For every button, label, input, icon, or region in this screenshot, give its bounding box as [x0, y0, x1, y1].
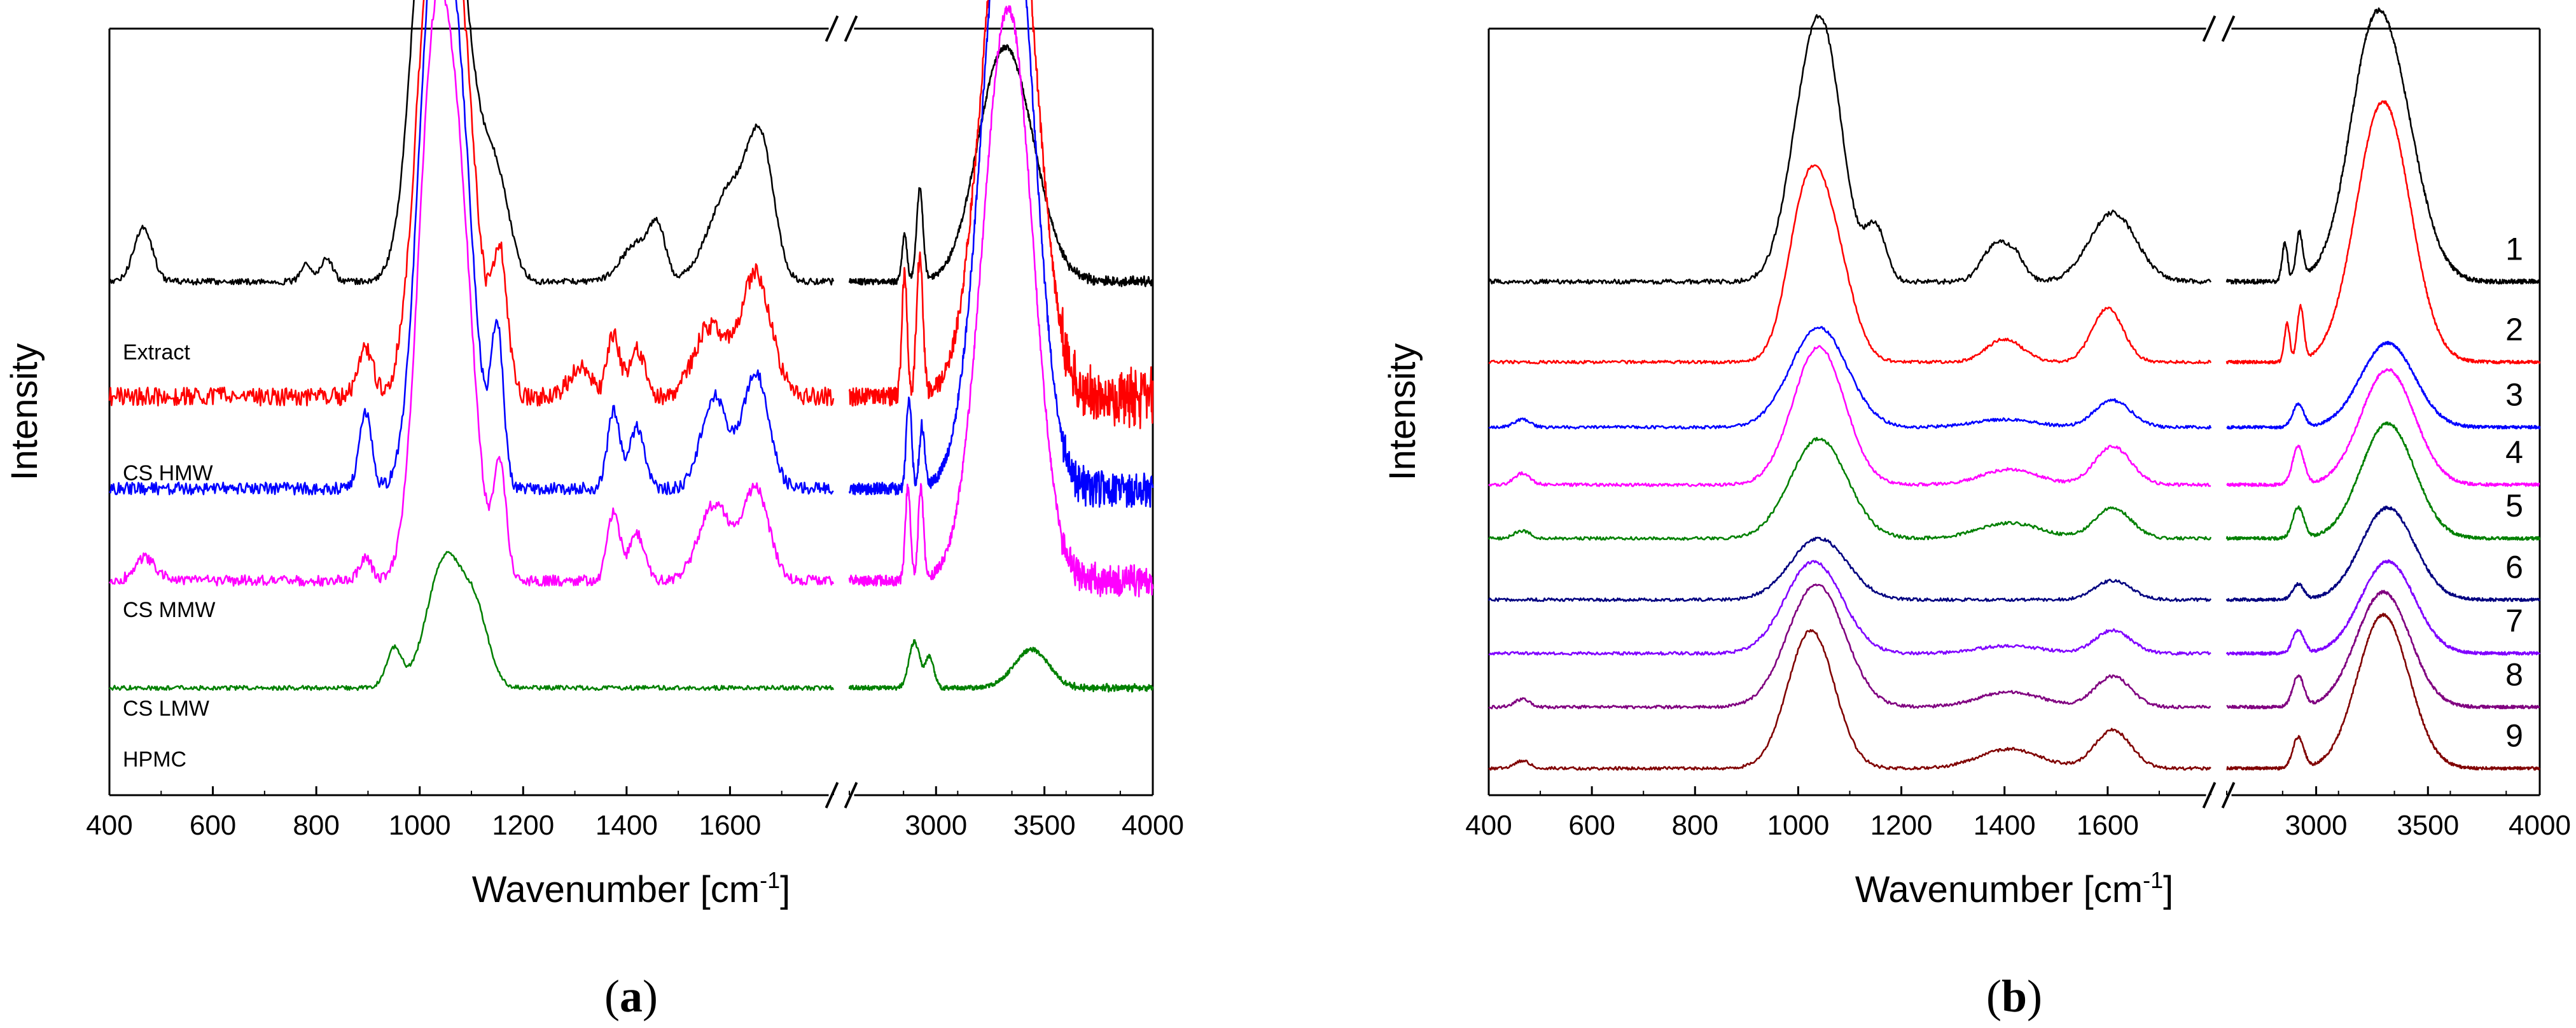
series-label: CS MMW: [123, 598, 215, 622]
series-3: 3: [1488, 326, 2541, 430]
series-label: CS HMW: [123, 461, 213, 485]
series-line: [1487, 536, 2212, 602]
plot-frame: [1487, 27, 2541, 796]
series-number-label: 3: [2505, 377, 2523, 412]
series-number-label: 6: [2505, 550, 2523, 585]
panel-label: (b): [1986, 971, 2042, 1022]
series-2: 2: [1488, 100, 2541, 365]
x-axis-title: Wavenumber [cm-1]: [472, 867, 790, 910]
series-hpmc: HPMC: [108, 551, 1154, 772]
series-line: [2225, 421, 2541, 541]
x-tick-label: 600: [1568, 810, 1615, 841]
series-line: [848, 0, 1154, 508]
axis-break-top: [2202, 15, 2236, 42]
series-line: [2225, 100, 2541, 365]
series-line: [1488, 164, 2212, 365]
series-7: 7: [1488, 559, 2541, 656]
series-line: [848, 639, 1154, 693]
series-1: 1: [1487, 7, 2541, 285]
series-line: [1488, 583, 2211, 710]
y-axis-title: Intensity: [1382, 344, 1423, 481]
x-tick-label: 600: [190, 810, 236, 841]
axis-break-bottom: [825, 782, 858, 809]
series-line: [1487, 14, 2212, 285]
y-axis-title: Intensity: [4, 344, 45, 481]
series-8: 8: [1488, 583, 2540, 710]
series-line: [108, 0, 835, 406]
series-number-label: 1: [2505, 231, 2523, 267]
series-line: [1487, 436, 2212, 541]
x-tick-label: 1400: [1974, 810, 2036, 841]
panel-b-chart: 400 600 800 1000 1200 1400 1600 3000 3500 4000 Wav…: [1382, 7, 2571, 1022]
x-tick-label: 3000: [905, 810, 967, 841]
series-6: 6: [1487, 505, 2541, 602]
series-label: CS LMW: [123, 697, 209, 721]
x-tick-label: 1000: [389, 810, 451, 841]
series-line: [1488, 560, 2211, 656]
panel-a-chart: 400 600 800 1000 1200 1400 1600 3000 3500 4000 Wav…: [4, 0, 1184, 1022]
x-tick-label: 1400: [595, 810, 658, 841]
series-line: [2226, 613, 2541, 771]
series-line: [2226, 590, 2540, 710]
x-tick-label: 1200: [492, 810, 554, 841]
series-line: [2225, 559, 2541, 656]
series-line: [109, 0, 834, 496]
series-line: [848, 0, 1154, 429]
series-extract: Extract: [108, 0, 1154, 365]
x-tick-label: 1600: [699, 810, 761, 841]
series-line: [1488, 629, 2211, 771]
series-line: [848, 5, 1154, 598]
series-number-label: 9: [2505, 718, 2523, 754]
x-tick-label: 4000: [1122, 810, 1184, 841]
series-9: 9: [1488, 613, 2541, 771]
x-tick-label: 800: [293, 810, 339, 841]
series-line: [1488, 345, 2211, 487]
x-tick-label: 400: [86, 810, 132, 841]
series-5: 5: [1487, 421, 2541, 541]
panel-label: (a): [604, 971, 658, 1022]
series-number-label: 8: [2505, 656, 2523, 692]
axis-break-bottom: [2202, 782, 2236, 809]
series-line: [109, 0, 835, 587]
series-line: [2226, 340, 2541, 430]
series-number-label: 2: [2505, 312, 2523, 347]
series-line: [2225, 505, 2541, 602]
series-line: [2226, 368, 2540, 487]
axis-break-top: [825, 15, 858, 42]
series-4: 4: [1488, 345, 2540, 487]
x-axis-title: Wavenumber [cm-1]: [1855, 867, 2173, 910]
x-tick-label: 3000: [2285, 810, 2348, 841]
x-tick-label: 1200: [1870, 810, 1933, 841]
series-number-label: 4: [2505, 434, 2523, 470]
x-tick-label: 800: [1672, 810, 1718, 841]
x-tick-label: 1600: [2077, 810, 2139, 841]
x-tick-label: 400: [1465, 810, 1512, 841]
series-line: [2225, 7, 2541, 285]
x-tick-label: 3500: [1013, 810, 1076, 841]
series-line: [108, 551, 835, 691]
series-label: HPMC: [123, 747, 186, 772]
series-line: [108, 0, 835, 286]
x-tick-label: 4000: [2509, 810, 2571, 841]
series-label: Extract: [123, 340, 190, 365]
series-number-label: 5: [2505, 488, 2523, 524]
series-number-label: 7: [2505, 603, 2523, 639]
series-cs-hmw: CS HMW: [108, 0, 1154, 485]
series-cs-mmw: CS MMW: [109, 0, 1154, 622]
x-tick-label: 1000: [1767, 810, 1829, 841]
series-line: [848, 44, 1154, 288]
x-tick-label: 3500: [2397, 810, 2459, 841]
series-line: [1488, 326, 2212, 430]
series-cs-lmw: CS LMW: [109, 0, 1154, 721]
